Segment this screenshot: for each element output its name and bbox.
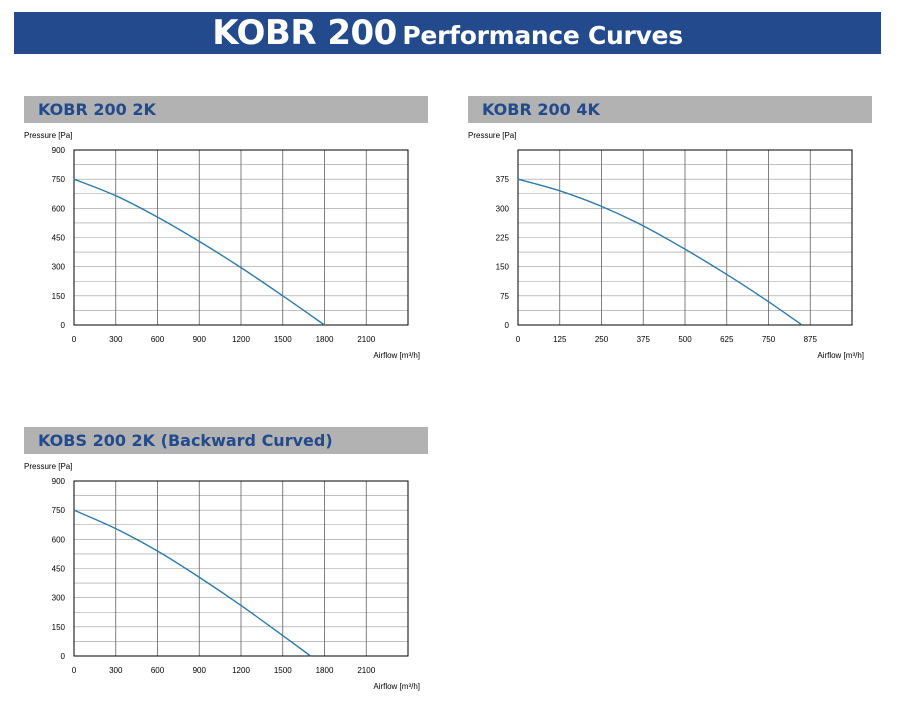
banner-title-sub: Performance Curves xyxy=(402,21,683,50)
y-axis-label: Pressure [Pa] xyxy=(24,462,72,471)
performance-chart: 0 150 300 450 600 750 900 0 300 600 900 1200 1500 180… xyxy=(24,462,420,691)
performance-curve xyxy=(517,178,803,326)
y-tick-label: 300 xyxy=(52,594,66,603)
chart-title: KOBS 200 2K (Backward Curved) xyxy=(38,431,333,450)
x-axis-label: Airflow [m³/h] xyxy=(373,351,420,360)
plot-frame xyxy=(517,149,853,326)
y-tick-label: 900 xyxy=(52,146,66,155)
performance-curve xyxy=(73,178,325,326)
y-tick-label: 150 xyxy=(52,292,66,301)
x-tick-label: 300 xyxy=(109,335,123,344)
chart-panel-kobs-2k: KOBS 200 2K (Backward Curved) 0 150 300 450… xyxy=(24,427,429,697)
x-tick-label: 125 xyxy=(553,335,567,344)
chart-title: KOBR 200 4K xyxy=(482,100,600,119)
y-tick-label: 75 xyxy=(500,292,509,301)
x-tick-label: 0 xyxy=(516,335,521,344)
x-tick-label: 1200 xyxy=(232,666,250,675)
x-tick-label: 600 xyxy=(151,335,165,344)
y-tick-label: 0 xyxy=(61,652,66,661)
x-tick-label: 1800 xyxy=(316,666,334,675)
y-tick-label: 0 xyxy=(61,321,66,330)
y-tick-label: 750 xyxy=(52,506,66,515)
plot-frame xyxy=(73,480,409,657)
x-tick-label: 600 xyxy=(151,666,165,675)
y-tick-label: 150 xyxy=(496,263,510,272)
x-tick-label: 1500 xyxy=(274,335,292,344)
performance-chart: 0 150 300 450 600 750 900 0 300 600 900 1200 1500 180… xyxy=(24,131,420,360)
y-tick-label: 150 xyxy=(52,623,66,632)
x-tick-label: 0 xyxy=(72,335,77,344)
panel-header: KOBR 200 2K xyxy=(24,96,428,123)
x-tick-label: 300 xyxy=(109,666,123,675)
y-tick-label: 375 xyxy=(496,175,510,184)
x-tick-label: 625 xyxy=(720,335,734,344)
y-axis-label: Pressure [Pa] xyxy=(468,131,516,140)
y-tick-label: 300 xyxy=(496,204,510,213)
x-tick-label: 750 xyxy=(762,335,776,344)
chart-title: KOBR 200 2K xyxy=(38,100,156,119)
x-tick-label: 375 xyxy=(637,335,651,344)
title-banner: KOBR 200 Performance Curves xyxy=(14,12,881,54)
y-tick-label: 225 xyxy=(496,234,510,243)
chart-panel-kobr-4k: KOBR 200 4K 0 75 150 225 300 375 0 125 250 375 500… xyxy=(468,96,873,366)
y-tick-label: 600 xyxy=(52,204,66,213)
x-tick-label: 1500 xyxy=(274,666,292,675)
x-tick-label: 900 xyxy=(193,335,207,344)
panel-header: KOBS 200 2K (Backward Curved) xyxy=(24,427,428,454)
x-tick-label: 900 xyxy=(193,666,207,675)
plot-frame xyxy=(73,149,409,326)
performance-curve xyxy=(73,509,311,657)
x-tick-label: 1800 xyxy=(316,335,334,344)
performance-chart: 0 75 150 225 300 375 0 125 250 375 500 625 750 875 Pre… xyxy=(468,131,864,360)
x-tick-label: 0 xyxy=(72,666,77,675)
panel-header: KOBR 200 4K xyxy=(468,96,872,123)
y-tick-label: 600 xyxy=(52,535,66,544)
x-tick-label: 2100 xyxy=(357,666,375,675)
x-tick-label: 2100 xyxy=(357,335,375,344)
y-tick-label: 450 xyxy=(52,565,66,574)
x-tick-label: 875 xyxy=(804,335,818,344)
x-tick-label: 1200 xyxy=(232,335,250,344)
x-tick-label: 500 xyxy=(678,335,692,344)
y-tick-label: 0 xyxy=(505,321,510,330)
y-tick-label: 300 xyxy=(52,263,66,272)
y-tick-label: 750 xyxy=(52,175,66,184)
chart-panel-kobr-2k: KOBR 200 2K 0 150 300 450 600 750 900 0 300 600 90… xyxy=(24,96,429,366)
y-tick-label: 900 xyxy=(52,477,66,486)
x-tick-label: 250 xyxy=(595,335,609,344)
banner-title-main: KOBR 200 xyxy=(212,13,397,53)
x-axis-label: Airflow [m³/h] xyxy=(373,682,420,691)
x-axis-label: Airflow [m³/h] xyxy=(817,351,864,360)
y-axis-label: Pressure [Pa] xyxy=(24,131,72,140)
y-tick-label: 450 xyxy=(52,234,66,243)
